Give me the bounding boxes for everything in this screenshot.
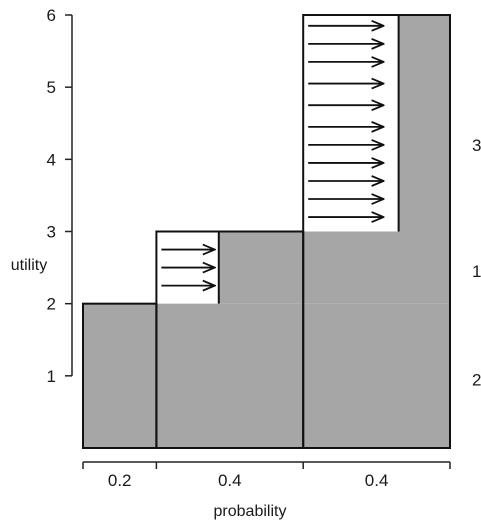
x-axis-title: probability (214, 503, 287, 520)
y-tick-label: 4 (47, 150, 56, 169)
arrow-groups (161, 26, 383, 286)
y-tick-label: 5 (47, 78, 56, 97)
y-tick-label: 6 (47, 6, 56, 25)
axes (65, 14, 451, 469)
right-label-1: 1 (472, 262, 481, 281)
x-tick-label: 0.4 (365, 471, 389, 490)
right-label-2: 2 (472, 370, 481, 389)
gray-region-0 (83, 303, 450, 448)
gray-region-1 (218, 231, 450, 304)
right-label-0: 3 (472, 136, 481, 155)
y-tick-label: 3 (47, 223, 56, 242)
gray-region-2 (398, 15, 450, 232)
y-tick-label: 2 (47, 295, 56, 314)
y-tick-label: 1 (47, 367, 56, 386)
step-outlines (82, 14, 452, 449)
y-axis-title: utility (11, 257, 47, 274)
segment-outline-2 (302, 14, 452, 449)
gray-regions (83, 15, 450, 448)
x-tick-label: 0.4 (218, 471, 242, 490)
x-tick-label: 0.2 (108, 471, 132, 490)
